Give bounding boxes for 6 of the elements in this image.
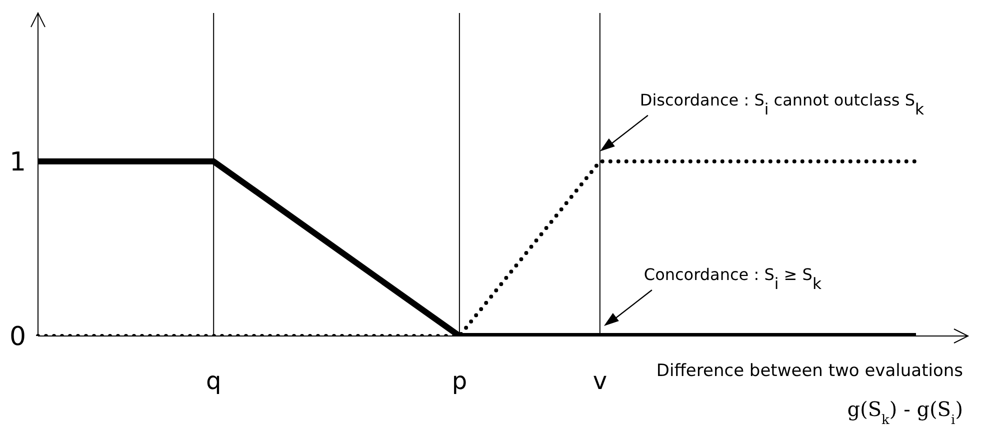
x-tick-label: q bbox=[206, 367, 222, 396]
text: 0 bbox=[9, 322, 26, 352]
x-axis-title: Difference between two evaluations g(S$_{k}$) - g(S$_{i}$) bbox=[656, 361, 964, 428]
x-tick-label: v bbox=[592, 367, 608, 396]
x-tick-label: p bbox=[452, 367, 468, 396]
text: 1 bbox=[9, 147, 26, 178]
